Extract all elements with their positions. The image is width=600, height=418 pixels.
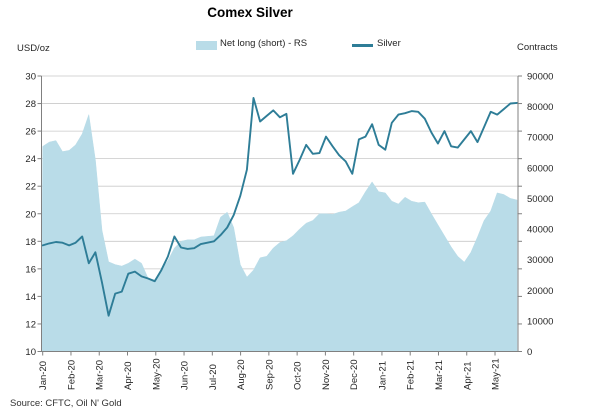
legend-area-swatch [196, 41, 217, 50]
svg-text:12: 12 [25, 319, 36, 330]
svg-text:Jul-20: Jul-20 [208, 364, 219, 390]
svg-text:Mar-21: Mar-21 [434, 360, 445, 390]
svg-text:Jun-20: Jun-20 [180, 361, 191, 390]
left-axis-unit-label: USD/oz [17, 43, 50, 54]
legend-label-netlong: Net long (short) - RS [220, 38, 308, 49]
svg-text:Apr-20: Apr-20 [123, 361, 134, 390]
svg-text:90000: 90000 [527, 72, 553, 83]
area-series-netlong [41, 114, 518, 352]
chart-title: Comex Silver [207, 5, 293, 20]
axes [37, 75, 522, 356]
svg-text:50000: 50000 [527, 194, 553, 205]
svg-text:Nov-20: Nov-20 [321, 359, 332, 390]
svg-text:24: 24 [25, 154, 36, 165]
svg-text:60000: 60000 [527, 163, 553, 174]
svg-text:40000: 40000 [527, 225, 553, 236]
svg-text:May-20: May-20 [151, 358, 162, 390]
svg-text:Sep-20: Sep-20 [264, 359, 275, 390]
line-series-silver [41, 97, 518, 317]
svg-text:26: 26 [25, 127, 36, 138]
svg-text:14: 14 [25, 292, 36, 303]
svg-text:Jan-21: Jan-21 [377, 361, 388, 390]
svg-text:30000: 30000 [527, 255, 553, 266]
svg-text:Feb-21: Feb-21 [406, 360, 417, 390]
svg-text:Aug-20: Aug-20 [236, 359, 247, 390]
y-axis-left-labels: 10 12 14 16 18 20 22 24 26 28 30 [25, 72, 36, 359]
legend-line-swatch [352, 44, 373, 47]
svg-text:Jan-20: Jan-20 [38, 361, 49, 390]
svg-text:70000: 70000 [527, 133, 553, 144]
svg-text:28: 28 [25, 99, 36, 110]
svg-text:22: 22 [25, 182, 36, 193]
svg-text:Dec-20: Dec-20 [349, 359, 360, 390]
svg-text:Feb-20: Feb-20 [66, 360, 77, 390]
x-axis-labels: Jan-20 Feb-20 Mar-20 Apr-20 May-20 Jun-20 Jul-… [38, 358, 501, 390]
svg-text:18: 18 [25, 237, 36, 248]
legend-label-silver: Silver [377, 38, 401, 49]
right-axis-unit-label: Contracts [517, 42, 558, 53]
svg-text:Apr-21: Apr-21 [462, 361, 473, 390]
svg-text:Oct-20: Oct-20 [293, 361, 304, 390]
svg-text:0: 0 [527, 347, 532, 358]
svg-text:20000: 20000 [527, 286, 553, 297]
y-axis-right-labels: 0 10000 20000 30000 40000 50000 60000 70000 8000… [527, 72, 553, 359]
svg-text:Mar-20: Mar-20 [95, 360, 106, 390]
svg-text:20: 20 [25, 209, 36, 220]
svg-text:May-21: May-21 [491, 358, 502, 390]
svg-text:10000: 10000 [527, 316, 553, 327]
source-note: Source: CFTC, Oil N' Gold [10, 398, 122, 409]
svg-text:16: 16 [25, 264, 36, 275]
svg-text:80000: 80000 [527, 102, 553, 113]
svg-text:30: 30 [25, 72, 36, 83]
svg-text:10: 10 [25, 347, 36, 358]
